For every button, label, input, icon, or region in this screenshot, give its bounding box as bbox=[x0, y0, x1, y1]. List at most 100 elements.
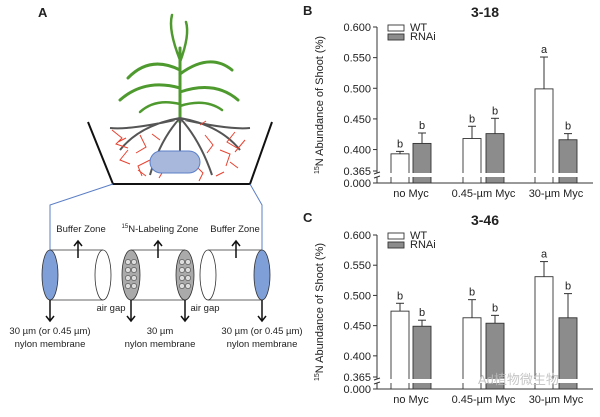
significance-letter: b bbox=[565, 281, 571, 293]
legend-label: WT bbox=[410, 230, 427, 242]
legend-label: RNAi bbox=[410, 31, 436, 43]
bar-rnai bbox=[412, 142, 432, 184]
labeling-chamber bbox=[149, 150, 201, 174]
x-tick-label: no Myc bbox=[393, 188, 429, 200]
buffer-zone-left-label: Buffer Zone bbox=[56, 224, 105, 235]
membrane-hole bbox=[131, 267, 137, 273]
arrows bbox=[45, 239, 267, 323]
y-axis-label: 15N Abundance of Shoot (%) bbox=[314, 36, 326, 174]
chart-3-18: 3-18 15N Abundance of Shoot (%) 0.0000.365… bbox=[314, 4, 593, 200]
y-axis-label-sup: 15 bbox=[314, 166, 321, 174]
membrane-left-label-2: nylon membrane bbox=[15, 339, 86, 350]
x-tick-label: 0.45-µm Myc bbox=[452, 394, 516, 406]
buffer-zone-right-label: Buffer Zone bbox=[210, 224, 259, 235]
significance-letter: a bbox=[541, 44, 548, 56]
legend-swatch-wt bbox=[387, 232, 405, 240]
membrane-hole bbox=[125, 267, 131, 273]
y-tick-label: 0.450 bbox=[343, 114, 371, 126]
y-tick-label: 0.400 bbox=[343, 351, 371, 363]
bar-break-gap bbox=[462, 173, 482, 177]
bar-break-gap bbox=[558, 173, 578, 177]
membrane-mid-right bbox=[175, 249, 195, 301]
panel-label-b: B bbox=[303, 3, 312, 18]
connector-lines bbox=[49, 183, 263, 255]
bar-wt bbox=[534, 276, 554, 390]
significance-letter: b bbox=[492, 105, 498, 117]
bar-wt bbox=[534, 88, 554, 184]
x-tick-label: no Myc bbox=[393, 394, 429, 406]
significance-letter: a bbox=[541, 249, 548, 261]
y-axis-label: 15N Abundance of Shoot (%) bbox=[314, 243, 326, 381]
membrane-hole bbox=[179, 259, 185, 265]
y-tick-label: 0.365 bbox=[343, 372, 371, 384]
y-axis-label-sup: 15 bbox=[314, 373, 321, 381]
x-tick-label: 30-µm Myc bbox=[529, 394, 584, 406]
membrane-mid-label-1: 30 µm bbox=[147, 326, 174, 337]
membrane-hole bbox=[185, 267, 191, 273]
y-tick-label: 0.550 bbox=[343, 53, 371, 65]
watermark: Ad植物微生物 bbox=[478, 372, 559, 387]
y-tick-label: 0.550 bbox=[343, 260, 371, 272]
bar-wt bbox=[390, 153, 410, 184]
legend-label: WT bbox=[410, 22, 427, 34]
membrane-hole bbox=[179, 267, 185, 273]
y-tick-label: 0.400 bbox=[343, 145, 371, 157]
membrane-hole bbox=[125, 259, 131, 265]
bar-break-gap bbox=[534, 379, 554, 383]
significance-letter: b bbox=[419, 120, 425, 132]
labeling-zone-sup: 15 bbox=[122, 224, 129, 230]
membrane-mid-left bbox=[121, 249, 141, 301]
membrane-hole bbox=[179, 283, 185, 289]
membrane-right-label-1: 30 µm (or 0.45 µm) bbox=[221, 326, 302, 337]
membrane-hole bbox=[131, 275, 137, 281]
legend-swatch-rnai bbox=[387, 241, 405, 249]
membrane-right bbox=[253, 249, 271, 301]
y-tick-label: 0.500 bbox=[343, 290, 371, 302]
y-tick-label: 0.450 bbox=[343, 321, 371, 333]
bar-break-gap bbox=[390, 379, 410, 383]
legend-swatch-wt bbox=[387, 24, 405, 32]
membrane-right-label-2: nylon membrane bbox=[227, 339, 298, 350]
y-tick-label: 0.365 bbox=[343, 166, 371, 178]
bar-rnai bbox=[412, 325, 432, 390]
bar-wt bbox=[390, 310, 410, 390]
bar-break-gap bbox=[485, 173, 505, 177]
membrane-left-label-1: 30 µm (or 0.45 µm) bbox=[9, 326, 90, 337]
bar-break-gap bbox=[390, 173, 410, 177]
labeling-zone-label: 15N-Labeling Zone bbox=[122, 224, 199, 235]
bar-wt bbox=[462, 138, 482, 184]
air-gap-right-label: air gap bbox=[190, 303, 219, 314]
membrane-hole bbox=[185, 259, 191, 265]
y-tick-label: 0.600 bbox=[343, 22, 371, 34]
membrane-left bbox=[41, 249, 59, 301]
y-axis-label-text: N Abundance of Shoot (%) bbox=[314, 36, 326, 166]
plant-shoot bbox=[118, 13, 240, 124]
membrane-mid-label-2: nylon membrane bbox=[125, 339, 196, 350]
bar-wt bbox=[462, 317, 482, 390]
membrane-hole bbox=[185, 275, 191, 281]
legend-label: RNAi bbox=[410, 239, 436, 251]
panel-label-a: A bbox=[38, 5, 48, 20]
bar-break-gap bbox=[558, 379, 578, 383]
y-axis-label-text: N Abundance of Shoot (%) bbox=[314, 243, 326, 373]
chamber-diagram bbox=[41, 239, 271, 323]
x-tick-label: 30-µm Myc bbox=[529, 188, 584, 200]
significance-letter: b bbox=[492, 302, 498, 314]
membrane-hole bbox=[185, 283, 191, 289]
bar-break-gap bbox=[412, 173, 432, 177]
significance-letter: b bbox=[469, 113, 475, 125]
axis-break-mark bbox=[373, 171, 381, 179]
chart-3-46: 3-46 15N Abundance of Shoot (%) 0.0000.365… bbox=[314, 212, 593, 406]
bar-break-gap bbox=[485, 379, 505, 383]
bar-break-gap bbox=[462, 379, 482, 383]
legend-swatch-rnai bbox=[387, 33, 405, 41]
roots bbox=[109, 117, 251, 182]
bar-rnai bbox=[485, 322, 505, 390]
y-tick-label: 0.000 bbox=[343, 384, 371, 396]
maize-plant-illustration bbox=[49, 13, 273, 255]
membrane-hole bbox=[131, 283, 137, 289]
axis-break-mark bbox=[373, 377, 381, 385]
significance-letter: b bbox=[565, 121, 571, 133]
y-tick-label: 0.000 bbox=[343, 178, 371, 190]
